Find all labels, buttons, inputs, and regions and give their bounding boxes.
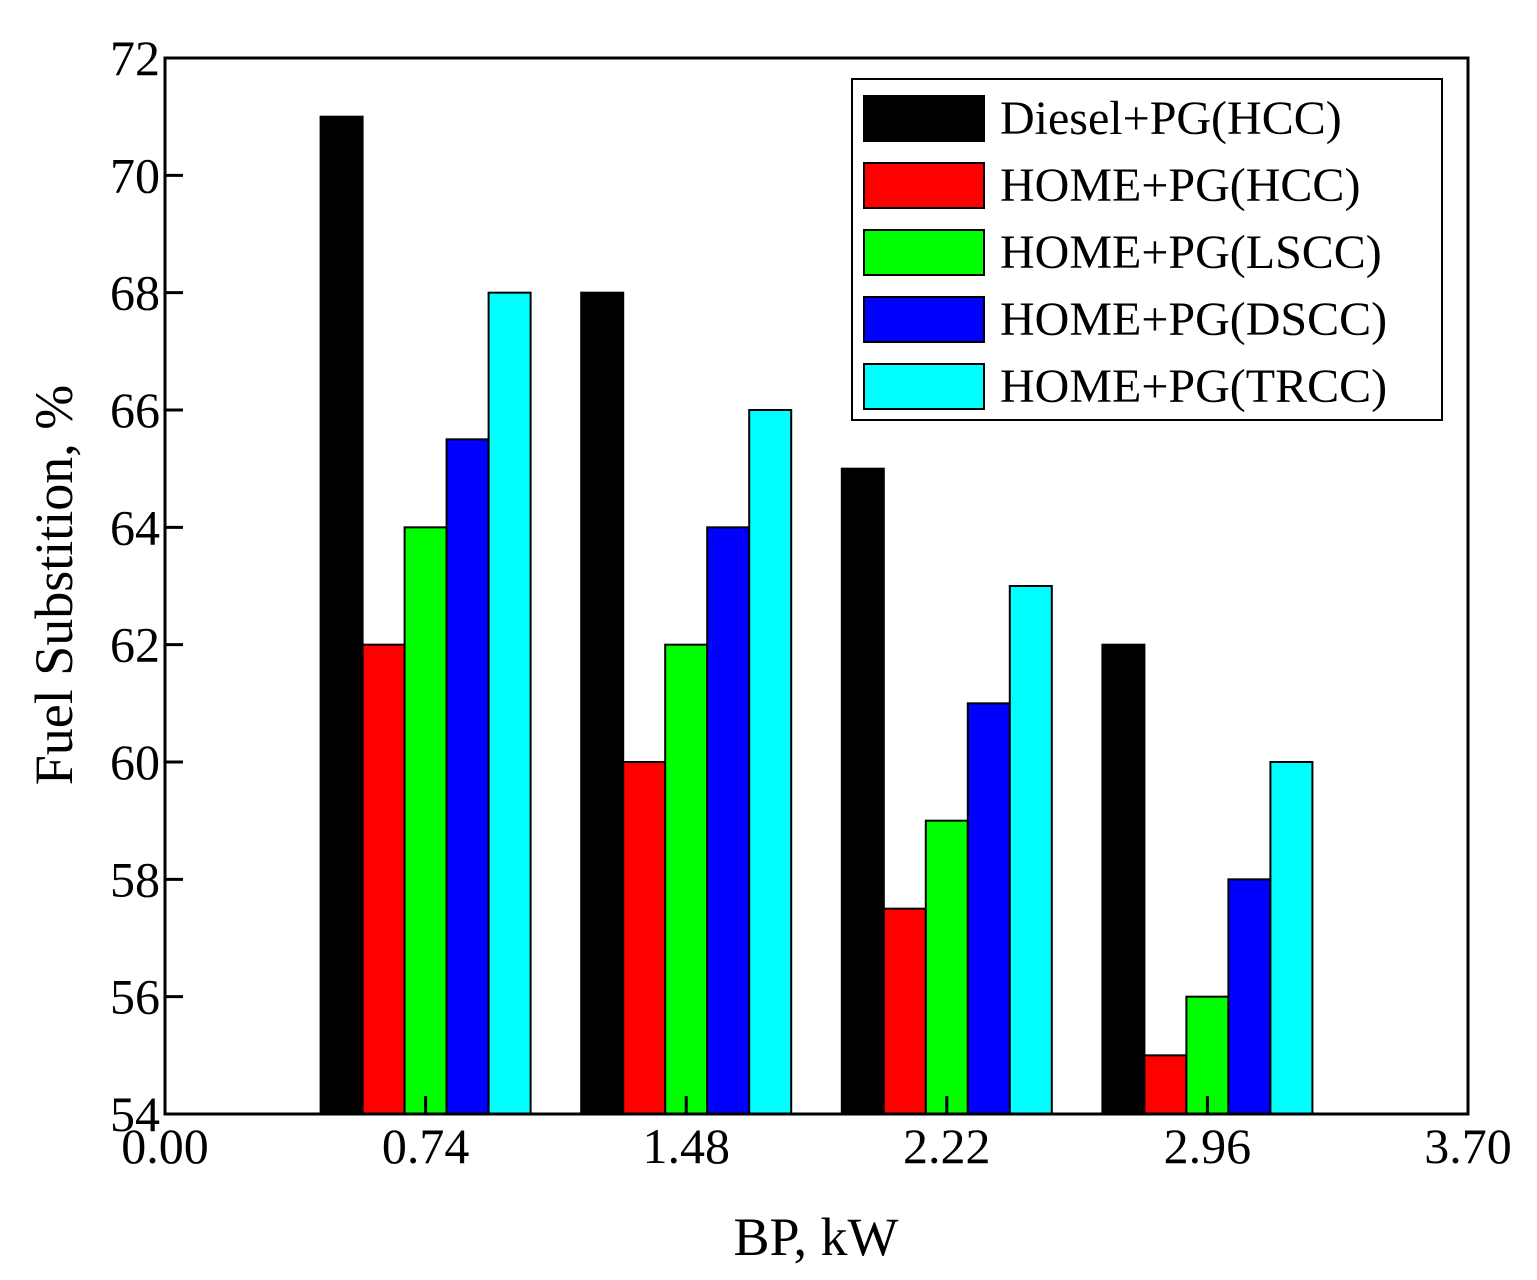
x-tick-label: 0.00 <box>121 1118 209 1174</box>
bar-home-pg-lscc--1_48 <box>664 643 709 1116</box>
y-tick-label: 54 <box>110 1086 160 1142</box>
bar-diesel-pg-hcc--1_48 <box>580 291 625 1115</box>
legend-swatch <box>863 162 985 209</box>
x-tick-label: 3.70 <box>1424 1118 1512 1174</box>
y-tick-label: 70 <box>110 147 160 203</box>
legend-swatch <box>863 95 985 142</box>
bar-home-pg-trcc--0_74 <box>487 291 532 1115</box>
bar-home-pg-lscc--2_22 <box>924 819 969 1116</box>
y-tick-label: 58 <box>110 851 160 907</box>
legend-label: HOME+PG(TRCC) <box>1000 360 1387 413</box>
y-axis-ticks: 54 56 58 60 62 64 66 68 70 72 <box>110 30 183 1142</box>
x-tick-label: 2.22 <box>903 1118 991 1174</box>
y-tick-label: 56 <box>110 969 160 1025</box>
y-tick-label: 64 <box>110 499 160 555</box>
legend-label: HOME+PG(DSCC) <box>1000 293 1387 346</box>
legend-swatch <box>863 229 985 276</box>
x-tick-label: 1.48 <box>642 1118 730 1174</box>
x-tick-label: 2.96 <box>1164 1118 1252 1174</box>
y-tick-label: 66 <box>110 382 160 438</box>
bar-home-pg-hcc--0_74 <box>361 643 406 1116</box>
bar-home-pg-hcc--2_96 <box>1143 1054 1188 1116</box>
x-axis-ticks: 0.00 0.74 1.48 2.22 2.96 3.70 <box>121 1096 1512 1174</box>
x-axis-title: BP, kW <box>733 1207 898 1267</box>
legend-label: HOME+PG(LSCC) <box>1000 226 1382 279</box>
y-tick-label: 60 <box>110 734 160 790</box>
legend: Diesel+PG(HCC) HOME+PG(HCC) HOME+PG(LSCC) H… <box>851 78 1443 421</box>
y-tick-label: 72 <box>110 30 160 86</box>
y-tick-label: 68 <box>110 265 160 321</box>
bar-home-pg-dscc--2_22 <box>966 702 1011 1115</box>
legend-label: HOME+PG(HCC) <box>1000 159 1360 212</box>
y-axis-title: Fuel Substition, % <box>24 385 84 786</box>
bar-diesel-pg-hcc--2_96 <box>1101 643 1146 1116</box>
y-tick-label: 62 <box>110 617 160 673</box>
plot-frame <box>163 56 1470 1116</box>
legend-swatch <box>863 363 985 410</box>
bar-home-pg-lscc--0_74 <box>403 526 448 1115</box>
legend-label: Diesel+PG(HCC) <box>1000 92 1342 145</box>
bar-home-pg-trcc--2_96 <box>1269 761 1314 1115</box>
legend-swatch <box>863 296 985 343</box>
bar-home-pg-trcc--2_22 <box>1008 585 1053 1115</box>
bar-home-pg-hcc--2_22 <box>882 907 927 1116</box>
bar-home-pg-dscc--0_74 <box>445 438 490 1116</box>
bar-home-pg-hcc--1_48 <box>622 761 667 1115</box>
bar-diesel-pg-hcc--0_74 <box>319 115 364 1115</box>
x-tick-label: 0.74 <box>382 1118 470 1174</box>
bar-diesel-pg-hcc--2_22 <box>840 467 885 1115</box>
bars-group <box>319 115 1314 1116</box>
bar-home-pg-trcc--1_48 <box>748 409 793 1115</box>
bar-home-pg-dscc--2_96 <box>1227 878 1272 1115</box>
bar-home-pg-dscc--1_48 <box>706 526 751 1115</box>
